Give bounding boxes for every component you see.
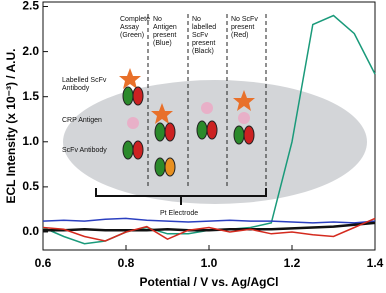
x-tick-label: 1.0 [201,256,218,270]
x-tick-label: 0.6 [35,256,52,270]
x-tick-label: 1.4 [367,256,384,270]
inset-diagram [63,14,367,205]
y-tick-label: 1.5 [22,89,39,103]
y-axis-label: ECL Intensity (x 10⁻³) / A.U. [4,48,18,203]
x-tick-label: 0.8 [118,256,135,270]
annotation: CRP Antigen [62,117,102,124]
y-tick-label: 0.0 [22,224,39,238]
y-tick-label: 1.0 [22,134,39,148]
series-line [42,217,376,242]
x-tick-label: 1.2 [284,256,301,270]
separators [147,14,267,188]
series-line [43,221,376,232]
y-tick-label: 0.5 [22,179,39,193]
y-tick-label: 2.5 [22,0,39,13]
annotation: No labelled ScFv present (Black) [192,16,217,55]
annotation: Complete Assay (Green) [120,16,150,39]
series-line [42,217,376,224]
y-tick-label: 2.0 [22,44,39,58]
annotation: No Antigen present (Blue) [153,16,177,47]
electrode-surface [63,80,367,204]
cells [119,68,255,177]
annotation: Pt Electrode [160,210,199,217]
annotation: ScFv Antibody [62,147,107,154]
bracket [95,188,267,205]
annotation: Labelled ScFv Antibody [62,77,107,92]
x-axis-label: Potential / V vs. Ag/AgCl [140,275,279,289]
annotation: No ScFv present (Red) [231,16,258,39]
